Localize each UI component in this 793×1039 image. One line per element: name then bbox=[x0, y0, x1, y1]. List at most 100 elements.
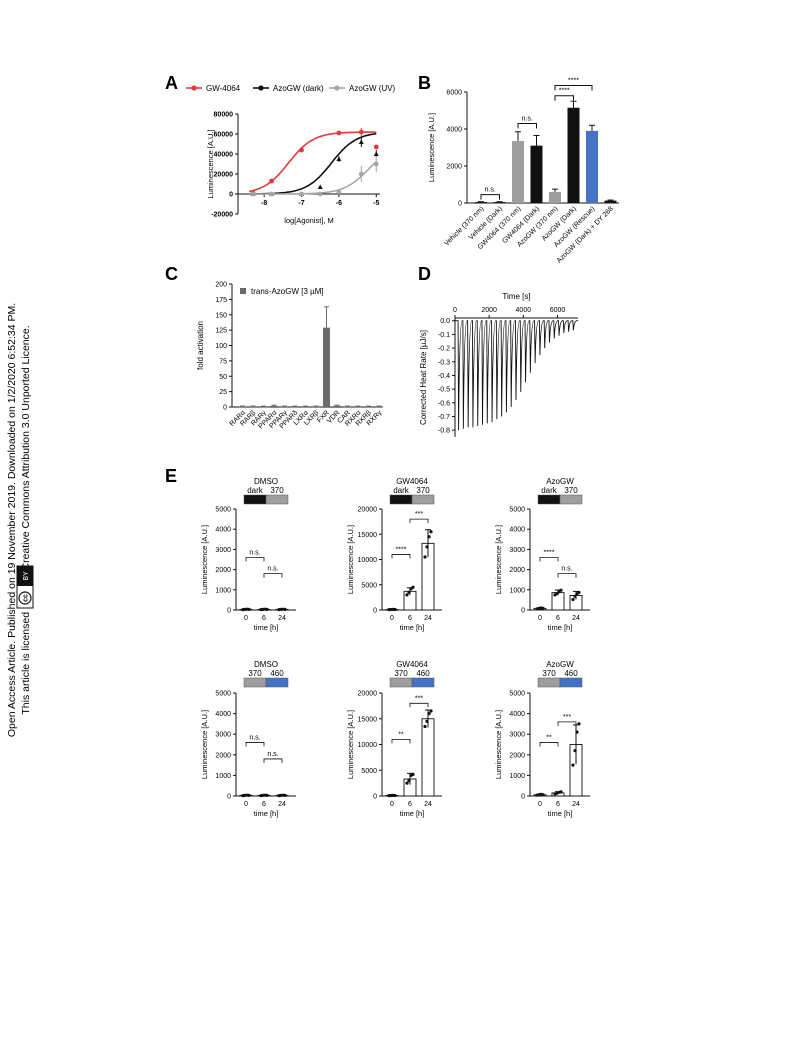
x-tick-label-e-1-1: 6 bbox=[408, 615, 412, 622]
x-tick-label-e-4-0: 0 bbox=[390, 801, 394, 808]
y-tick-label-c-8: 200 bbox=[215, 282, 227, 289]
condition-bar-e-3-0 bbox=[243, 677, 267, 688]
bar-c-10 bbox=[344, 406, 351, 408]
bar-c-0 bbox=[239, 406, 246, 408]
data-point-e-5-2-3 bbox=[577, 722, 581, 726]
data-point-a-1-6 bbox=[373, 151, 379, 156]
panel-c: C 0 25 50 75 100 125 150 175 200 fold activation tr… bbox=[165, 264, 384, 430]
data-point-a-2-5 bbox=[358, 171, 364, 177]
y-tick-label-e-4-1: 5000 bbox=[361, 768, 377, 775]
condition-label-e-3-1: 460 bbox=[270, 669, 284, 678]
sig-bracket-b-2 bbox=[554, 95, 574, 101]
data-point-e-2-2-1 bbox=[573, 594, 577, 598]
y-axis-label-a: Luminescence [A.U.] bbox=[206, 129, 215, 198]
bar-b-2 bbox=[512, 141, 524, 203]
data-point-e-5-2-0 bbox=[571, 763, 575, 767]
subplot-title-e-1: GW4064 bbox=[396, 477, 428, 486]
y-tick-label-e-1-1: 5000 bbox=[361, 582, 377, 589]
bar-c-4 bbox=[281, 406, 288, 408]
y-tick-label-e-0-4: 4000 bbox=[215, 527, 231, 534]
x-tick-label-e-5-1: 6 bbox=[556, 801, 560, 808]
data-point-e-1-2-2 bbox=[427, 535, 431, 539]
condition-bar-e-2-0 bbox=[537, 494, 561, 505]
data-point-a-0-3 bbox=[336, 130, 342, 136]
y-tick-label-e-3-4: 4000 bbox=[215, 711, 231, 718]
data-point-a-0-2 bbox=[299, 147, 304, 153]
x-axis-label-a: log[Agonist], M bbox=[284, 216, 334, 225]
y-tick-label-e-0-3: 3000 bbox=[215, 547, 231, 554]
y-axis-label-e-0: Luminescence [A.U.] bbox=[200, 525, 209, 594]
x-tick-label-e-3-0: 0 bbox=[244, 801, 248, 808]
data-point-e-4-1-3 bbox=[411, 772, 415, 776]
y-tick-label-b-3: 6000 bbox=[446, 90, 462, 97]
sig-bracket-e-3-0 bbox=[245, 742, 265, 747]
legend-label-a-2: AzoGW (UV) bbox=[349, 84, 396, 93]
y-tick-label-e-4-4: 20000 bbox=[358, 691, 378, 698]
data-point-e-3-1-3 bbox=[265, 793, 269, 797]
cc-by-badge[interactable]: BY cc bbox=[16, 565, 34, 609]
data-point-e-4-0-3 bbox=[393, 793, 397, 798]
axis-title-d: Time [s] bbox=[502, 292, 530, 301]
sig-bracket-e-2-1 bbox=[557, 573, 577, 578]
y-tick-label-b-0: 0 bbox=[458, 201, 462, 208]
data-point-a-1-5 bbox=[358, 139, 364, 144]
x-tick-label-e-0-2: 24 bbox=[278, 615, 286, 622]
subplot-title-e-5: AzoGW bbox=[546, 660, 574, 669]
subplot-title-e-3: DMSO bbox=[254, 660, 278, 669]
sig-bracket-e-5-0 bbox=[539, 742, 559, 747]
x-tick-label-e-3-1: 6 bbox=[262, 801, 266, 808]
condition-bar-e-4-1 bbox=[411, 677, 435, 688]
data-point-e-4-1-0 bbox=[405, 781, 409, 785]
bar-c-3 bbox=[270, 405, 278, 407]
bar-c-11 bbox=[354, 406, 362, 408]
y-tick-label-e-5-0: 0 bbox=[521, 794, 525, 801]
y-tick-label-e-1-3: 15000 bbox=[358, 532, 378, 539]
fit-curve-a-1 bbox=[249, 132, 377, 195]
y-tick-label-e-4-2: 10000 bbox=[358, 742, 378, 749]
legend-marker-a-2 bbox=[334, 85, 340, 91]
sig-label-e-2-0: **** bbox=[544, 549, 555, 556]
y-tick-label-d-4: -0.4 bbox=[438, 373, 450, 380]
legend-marker-c bbox=[240, 288, 246, 294]
y-tick-label-e-3-1: 1000 bbox=[215, 773, 231, 780]
y-tick-label-c-6: 150 bbox=[215, 312, 227, 319]
data-point-a-2-2 bbox=[299, 191, 304, 197]
sig-label-b-3: **** bbox=[568, 78, 579, 85]
y-tick-label-a-1: 0 bbox=[229, 192, 233, 199]
data-point-e-3-0-3 bbox=[247, 793, 251, 797]
data-point-e-2-0-3 bbox=[541, 606, 545, 610]
condition-label-e-5-1: 460 bbox=[564, 669, 578, 678]
panel-label-c: C bbox=[165, 264, 178, 284]
data-point-a-2-0 bbox=[250, 191, 256, 197]
x-tick-label-e-4-2: 24 bbox=[424, 801, 432, 808]
bar-b-7 bbox=[604, 200, 617, 203]
bar-c-8 bbox=[323, 327, 330, 407]
x-tick-label-e-4-1: 6 bbox=[408, 801, 412, 808]
condition-label-e-2-0: dark bbox=[541, 486, 558, 495]
x-tick-label-d-3: 6000 bbox=[550, 307, 566, 314]
subplot-title-e-4: GW4064 bbox=[396, 660, 428, 669]
data-point-e-5-2-1 bbox=[573, 749, 577, 753]
y-tick-label-e-4-3: 15000 bbox=[358, 716, 378, 723]
data-point-e-4-2-1 bbox=[425, 719, 429, 723]
y-tick-label-e-2-5: 5000 bbox=[509, 507, 525, 514]
y-tick-label-a-3: 40000 bbox=[214, 152, 234, 159]
y-tick-label-e-0-1: 1000 bbox=[215, 587, 231, 594]
y-axis-label-e-3: Luminescence [A.U.] bbox=[200, 710, 209, 779]
y-tick-label-a-0: -20000 bbox=[211, 212, 233, 219]
x-tick-label-e-0-0: 0 bbox=[244, 615, 248, 622]
y-tick-label-b-1: 2000 bbox=[446, 164, 462, 171]
y-axis-label-c: fold activation bbox=[196, 321, 205, 370]
condition-label-e-3-0: 370 bbox=[248, 669, 262, 678]
sig-label-b-2: **** bbox=[559, 88, 570, 95]
y-tick-label-d-7: -0.7 bbox=[438, 414, 450, 421]
y-axis-label-d: Corrected Heat Rate [µJ/s] bbox=[419, 330, 428, 425]
data-point-a-1-4 bbox=[336, 156, 342, 161]
x-tick-label-e-5-2: 24 bbox=[572, 801, 580, 808]
sig-label-e-5-0: ** bbox=[546, 734, 552, 741]
data-point-a-0-5 bbox=[373, 144, 379, 150]
y-tick-label-e-5-1: 1000 bbox=[509, 773, 525, 780]
y-tick-label-d-1: -0.1 bbox=[438, 332, 450, 339]
x-tick-label-a-2: -6 bbox=[336, 200, 342, 207]
